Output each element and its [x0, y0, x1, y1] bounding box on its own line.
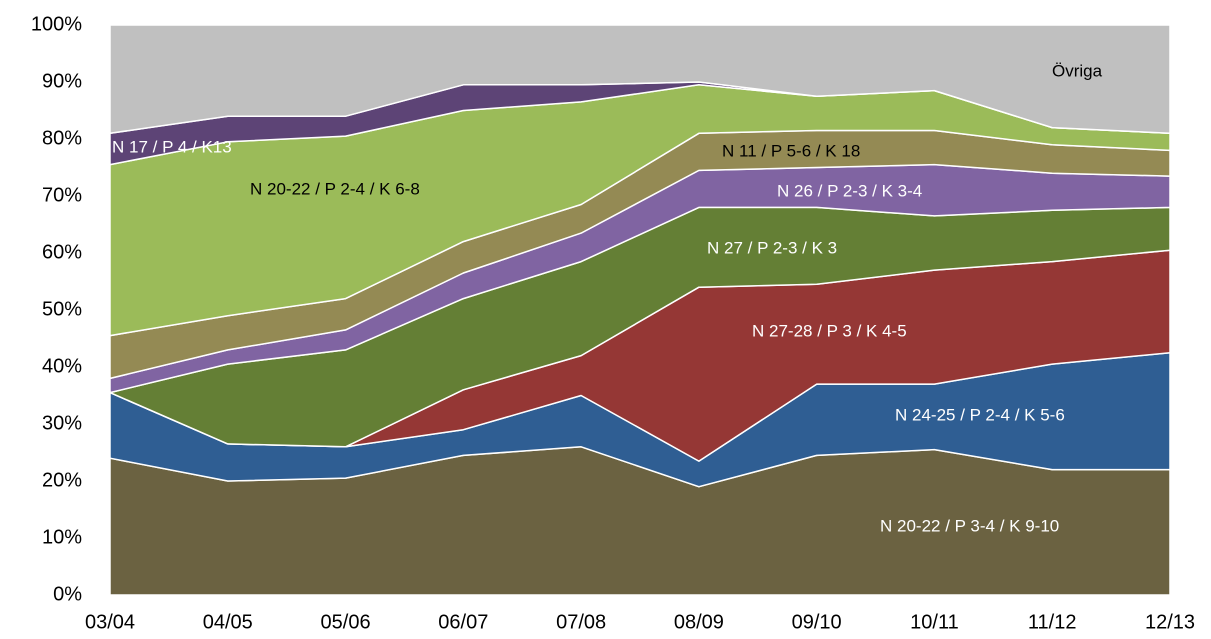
x-tick-label: 12/13: [1145, 611, 1195, 633]
x-tick-label: 08/09: [674, 611, 724, 633]
x-tick-label: 07/08: [556, 611, 606, 633]
series-label: N 11 / P 5-6 / K 18: [722, 141, 860, 160]
series-label: Övriga: [1052, 61, 1103, 80]
y-tick-label: 80%: [42, 127, 82, 149]
area: [109, 24, 1171, 135]
series-label: N 27 / P 2-3 / K 3: [707, 238, 837, 257]
series-label: N 20-22 / P 3-4 / K 9-10: [880, 516, 1059, 535]
y-tick-label: 90%: [42, 70, 82, 92]
x-tick-label: 10/11: [910, 611, 959, 633]
y-tick-label: 70%: [42, 184, 82, 206]
y-tick-label: 20%: [42, 469, 82, 491]
series-label: N 17 / P 4 / K13: [112, 137, 232, 156]
series-label: N 20-22 / P 2-4 / K 6-8: [250, 179, 420, 198]
x-tick-label: 11/12: [1028, 611, 1077, 633]
series-label: N 27-28 / P 3 / K 4-5: [752, 321, 907, 340]
y-tick-label: 10%: [42, 526, 82, 548]
x-tick-label: 06/07: [438, 611, 488, 633]
x-tick-label: 09/10: [792, 611, 842, 633]
y-tick-label: 60%: [42, 241, 82, 263]
x-tick-label: 03/04: [85, 611, 135, 633]
x-tick-label: 05/06: [321, 611, 371, 633]
y-tick-label: 50%: [42, 298, 82, 320]
x-tick-label: 04/05: [203, 611, 253, 633]
y-tick-label: 100%: [31, 13, 82, 35]
series-label: N 24-25 / P 2-4 / K 5-6: [895, 405, 1065, 424]
y-tick-label: 0%: [53, 583, 82, 605]
series-label: N 26 / P 2-3 / K 3-4: [777, 181, 922, 200]
y-tick-label: 30%: [42, 412, 82, 434]
y-tick-label: 40%: [42, 355, 82, 377]
